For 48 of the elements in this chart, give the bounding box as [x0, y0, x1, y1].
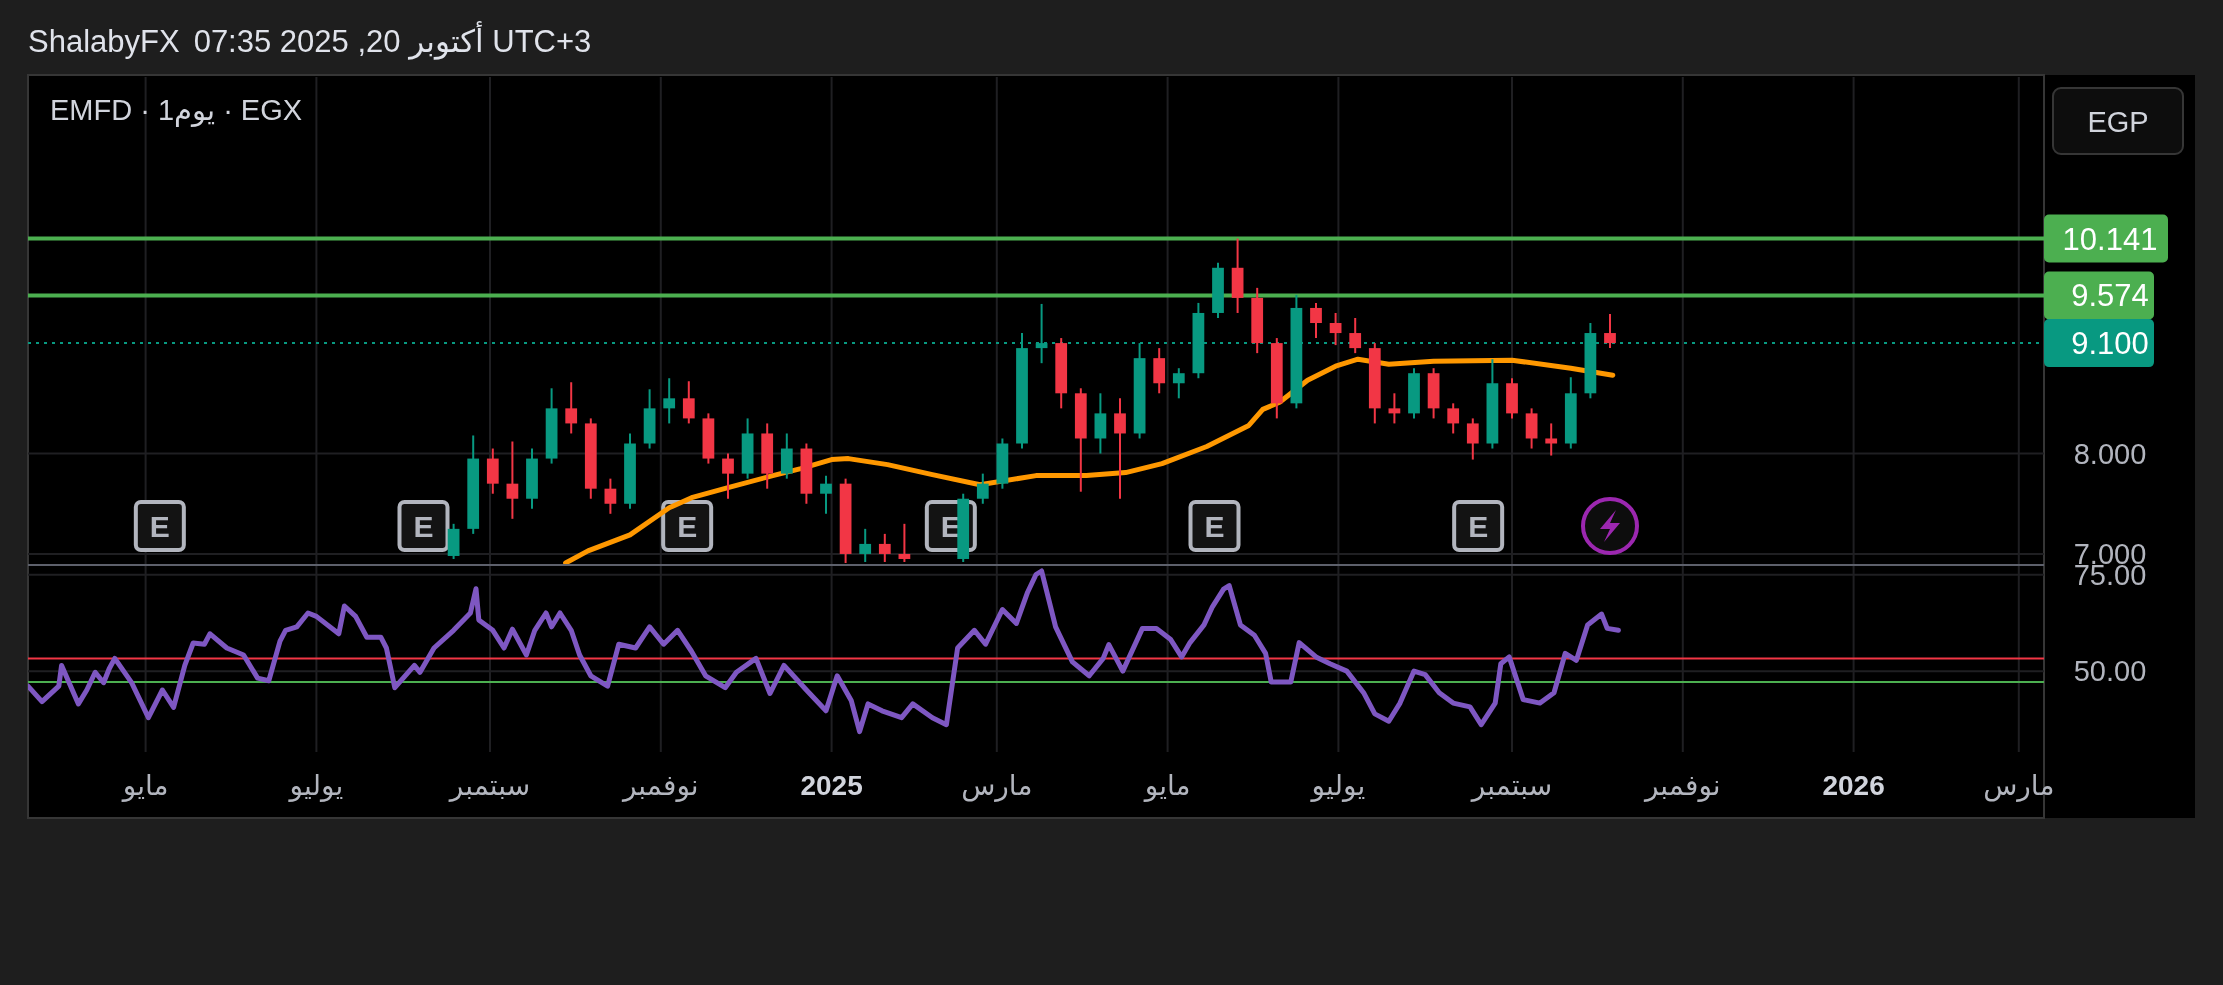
x-tick-label: نوفمبر [1642, 770, 1721, 802]
candlestick [682, 380, 695, 425]
x-tick-label: 2026 [1822, 770, 1885, 801]
x-tick-label: يوليو [287, 770, 344, 802]
x-tick-label: مايو [120, 770, 169, 802]
text: ShalabyFX [28, 24, 180, 59]
annotation: E [1204, 510, 1225, 543]
candlestick [1349, 316, 1362, 355]
text: EMFD · 1يوم · EGX [50, 94, 303, 127]
candlestick [1466, 417, 1479, 461]
candlestick [663, 377, 676, 425]
candlestick [898, 522, 911, 563]
x-tick-label: يوليو [1309, 770, 1366, 802]
annotation: E [940, 510, 961, 543]
x-tick-label: مايو [1142, 770, 1191, 802]
ref-line-label: 10.141 [2062, 221, 2158, 257]
y-tick-label: 50.00 [2073, 655, 2147, 688]
candlestick [976, 472, 989, 505]
annotation: E [149, 510, 170, 543]
candlestick [1172, 367, 1185, 400]
candlestick [1310, 301, 1322, 340]
candlestick [1329, 311, 1342, 347]
x-tick-label: مارس [961, 770, 1033, 802]
text: EGP [2087, 106, 2149, 138]
candlestick [565, 381, 578, 435]
candlestick [604, 477, 617, 515]
text: أكتوبر 20, 2025 07:35 UTC+3 [193, 21, 592, 60]
x-tick-label: مارس [1983, 770, 2055, 802]
annotation: E [413, 510, 434, 543]
x-tick-label: سبتمبر [447, 770, 531, 802]
ref-line-label: 9.100 [2071, 326, 2149, 362]
annotation: E [677, 510, 698, 543]
candlestick [820, 474, 832, 515]
x-tick-label: 2025 [800, 770, 863, 801]
x-tick-label: سبتمبر [1469, 770, 1553, 802]
candlestick [506, 440, 519, 520]
candlestick [1388, 392, 1401, 425]
candlestick [722, 452, 734, 500]
annotation: E [1468, 510, 1489, 543]
y-tick-label: 8.000 [2073, 437, 2147, 470]
candlestick [1447, 402, 1460, 435]
candlestick [1545, 422, 1558, 457]
ref-line-label: 9.574 [2071, 278, 2149, 314]
candlestick [1604, 312, 1616, 350]
x-tick-label: نوفمبر [620, 770, 699, 802]
candlestick [1114, 397, 1126, 500]
candlestick [878, 532, 891, 563]
candlestick [859, 527, 872, 563]
